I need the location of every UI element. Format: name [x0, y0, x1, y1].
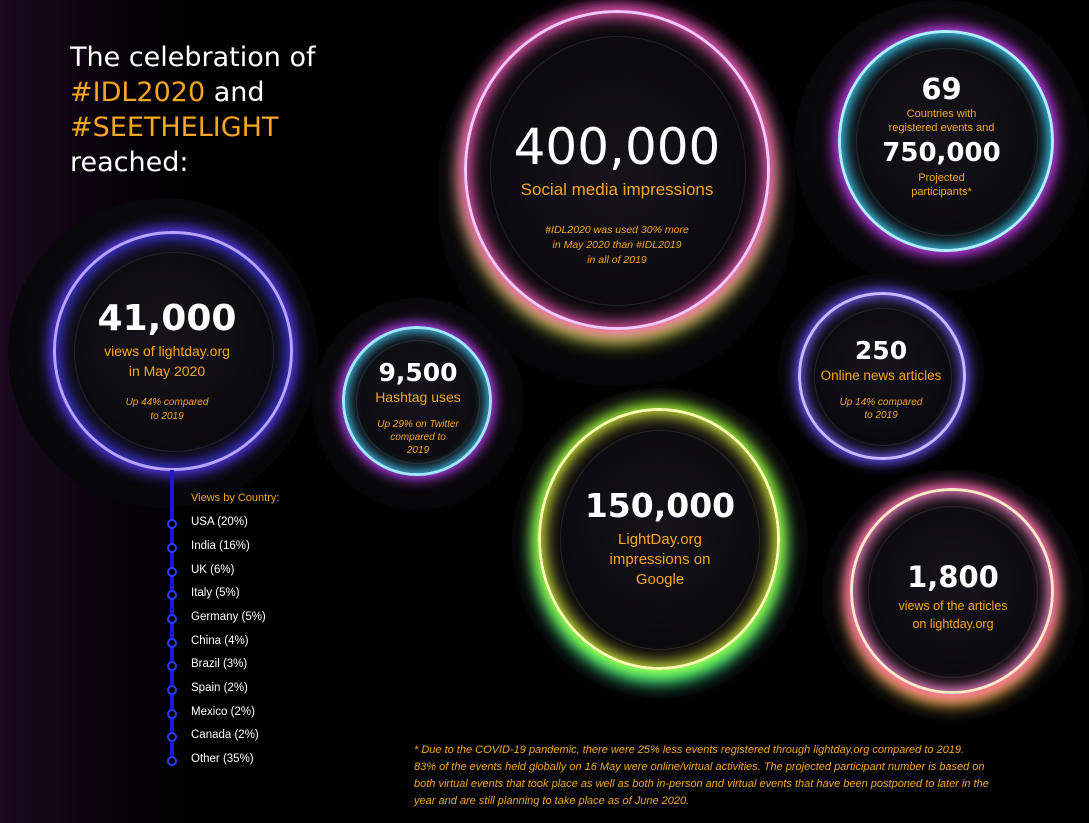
news-note-1: Up 14% compared — [839, 397, 923, 408]
google-content: 150,000 LightDay.org impressions on Goog… — [512, 486, 808, 588]
footnote-line-4: year and are still planning to take plac… — [414, 795, 690, 807]
countries-circle: 69 Countries with registered events and … — [794, 0, 1089, 292]
social-ring — [464, 10, 770, 330]
countries-label-1: Countries with — [906, 108, 977, 120]
timeline-dot — [167, 638, 177, 648]
country-item-usa: USA (20%) — [191, 516, 248, 528]
timeline-dot — [167, 661, 177, 671]
social-content: 400,000 Social media impressions #IDL202… — [438, 118, 796, 266]
google-ring — [538, 408, 780, 670]
google-label-1: LightDay.org — [618, 531, 702, 548]
social-note-3: in all of 2019 — [587, 254, 647, 266]
country-item-italy: Italy (5%) — [191, 587, 240, 599]
page-title: The celebration of #IDL2020 and #SEETHEL… — [70, 40, 315, 180]
timeline-dot — [167, 567, 177, 577]
articles-label-2: on lightday.org — [912, 617, 994, 631]
timeline-dot — [167, 543, 177, 553]
country-item-uk: UK (6%) — [191, 564, 235, 576]
timeline-dot — [167, 709, 177, 719]
news-number: 250 — [854, 336, 908, 365]
articles-ring — [850, 488, 1054, 694]
countries-label-2: registered events and — [888, 122, 995, 134]
articles-content: 1,800 views of the articles on lightday.… — [822, 560, 1084, 631]
timeline-dot — [167, 590, 177, 600]
views-ring-inner — [74, 252, 274, 452]
news-ring — [798, 292, 966, 460]
articles-ring-inner — [868, 506, 1038, 678]
countries-ring-inner — [856, 48, 1038, 236]
google-number: 150,000 — [584, 486, 736, 525]
footnote-line-3: both virtual events that took place as w… — [414, 778, 989, 790]
articles-number: 1,800 — [907, 560, 999, 594]
google-label-3: Google — [635, 571, 685, 588]
news-content: 250 Online news articles Up 14% compared… — [778, 336, 984, 421]
social-label: Social media impressions — [520, 180, 714, 199]
news-ring-inner — [814, 308, 952, 446]
hashtag-ring — [342, 326, 492, 476]
timeline-dot — [167, 732, 177, 742]
hashtag-note-1: Up 29% on Twitter — [377, 419, 459, 430]
hashtag-note-2: compared to — [390, 432, 446, 443]
country-item-india: India (16%) — [191, 540, 250, 552]
hashtag-note-3: 2019 — [406, 445, 430, 456]
title-hashtag-idl: #IDL2020 — [70, 77, 206, 108]
participants-label-1: Projected — [918, 172, 965, 184]
title-line-4: reached: — [70, 147, 189, 178]
views-label-1: views of lightday.org — [104, 343, 230, 359]
hashtag-ring-inner — [356, 340, 480, 464]
title-hashtag-seethelight: #SEETHELIGHT — [70, 112, 279, 143]
footnote: * Due to the COVID-19 pandemic, there we… — [414, 742, 1064, 810]
articles-label-1: views of the articles — [898, 599, 1008, 613]
timeline-dot — [167, 614, 177, 624]
views-content: 41,000 views of lightday.org in May 2020… — [12, 298, 322, 422]
country-list-heading: Views by Country: — [191, 492, 280, 504]
views-label-2: in May 2020 — [128, 363, 206, 379]
hashtag-label: Hashtag uses — [375, 389, 461, 405]
country-item-germany: Germany (5%) — [191, 611, 266, 623]
news-note-2: to 2019 — [864, 410, 898, 421]
title-line-2: #IDL2020 and — [70, 75, 315, 110]
views-ring — [53, 231, 293, 471]
participants-label-2: participants* — [911, 186, 972, 198]
views-note-1: Up 44% compared — [125, 397, 209, 408]
views-note-2: to 2019 — [150, 411, 184, 422]
articles-circle: 1,800 views of the articles on lightday.… — [822, 470, 1084, 720]
hashtag-number: 9,500 — [378, 358, 458, 387]
country-item-china: China (4%) — [191, 635, 249, 647]
country-item-mexico: Mexico (2%) — [191, 706, 255, 718]
hashtag-circle: 9,500 Hashtag uses Up 29% on Twitter com… — [312, 298, 524, 510]
social-note-2: in May 2020 than #IDL2019 — [552, 239, 682, 251]
timeline-dot — [167, 519, 177, 529]
hashtag-content: 9,500 Hashtag uses Up 29% on Twitter com… — [312, 358, 524, 456]
views-number: 41,000 — [97, 298, 237, 339]
country-item-brazil: Brazil (3%) — [191, 658, 248, 670]
google-label-2: impressions on — [609, 551, 711, 568]
social-number: 400,000 — [513, 118, 721, 176]
title-and: and — [205, 77, 265, 108]
google-circle: 150,000 LightDay.org impressions on Goog… — [512, 388, 808, 698]
footnote-line-2: 83% of the events held globally on 16 Ma… — [414, 761, 985, 773]
news-label: Online news articles — [820, 368, 942, 383]
footnote-line-1: * Due to the COVID-19 pandemic, there we… — [414, 744, 965, 756]
participants-number: 750,000 — [882, 138, 1001, 168]
country-item-other: Other (35%) — [191, 753, 254, 765]
country-item-canada: Canada (2%) — [191, 729, 259, 741]
countries-content: 69 Countries with registered events and … — [794, 72, 1089, 198]
google-ring-inner — [560, 430, 760, 650]
social-note-1: #IDL2020 was used 30% more — [545, 224, 689, 236]
social-circle: 400,000 Social media impressions #IDL202… — [438, 0, 796, 386]
title-line-1: The celebration of — [70, 42, 316, 73]
timeline-dot — [167, 685, 177, 695]
countries-number: 69 — [921, 72, 962, 106]
countries-ring — [838, 30, 1054, 252]
country-item-spain: Spain (2%) — [191, 682, 248, 694]
news-circle: 250 Online news articles Up 14% compared… — [778, 274, 984, 470]
social-ring-inner — [490, 36, 746, 306]
views-circle: 41,000 views of lightday.org in May 2020… — [8, 198, 318, 508]
timeline-dot — [167, 756, 177, 766]
